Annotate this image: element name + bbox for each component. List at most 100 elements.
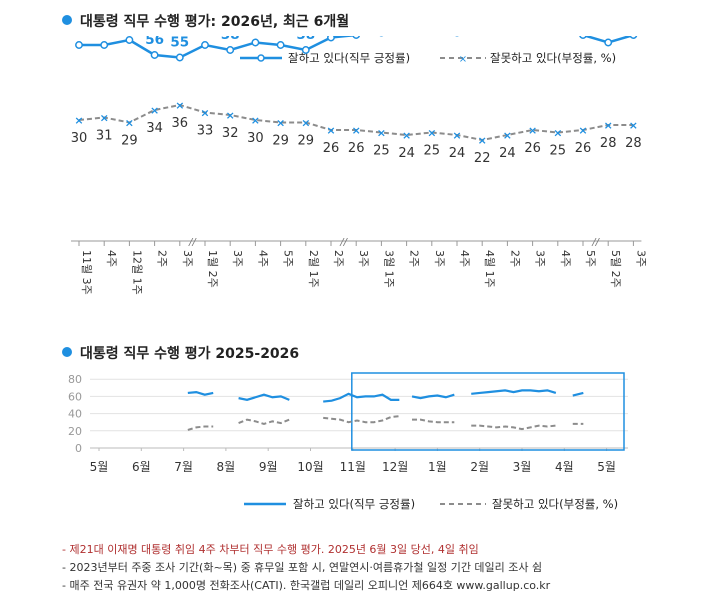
- series-positive: [187, 389, 584, 403]
- negative-line: [412, 418, 455, 424]
- positive-data-label: 60: [196, 36, 215, 38]
- x-tick-label: 3주: [181, 250, 194, 267]
- negative-line: [78, 103, 634, 142]
- y-tick-label: 20: [68, 425, 82, 438]
- negative-data-label: 28: [600, 136, 617, 151]
- negative-line: [238, 418, 290, 425]
- x-tick-label: 3주: [357, 250, 370, 267]
- negative-point: ×: [352, 124, 361, 137]
- x-tick-label: 10월: [297, 460, 323, 474]
- x-tick-label: 4월: [555, 460, 574, 474]
- negative-point: ×: [251, 114, 260, 127]
- negative-data-label: 24: [449, 146, 466, 161]
- positive-point: [125, 36, 134, 44]
- negative-data-label: 36: [172, 116, 189, 131]
- x-tick-label: 3월: [513, 460, 532, 474]
- negative-point: ×: [100, 112, 109, 125]
- footnote-1: - 제21대 이재명 대통령 취임 4주 차부터 직무 수행 평가. 2025년…: [62, 543, 479, 556]
- negative-data-label: 22: [474, 151, 491, 166]
- positive-point: [175, 53, 184, 62]
- negative-line: [323, 415, 400, 424]
- series-positive: 6060625655605861605863646566676567676667…: [70, 36, 638, 62]
- x-tick-label: 2주: [156, 250, 169, 267]
- axis-break-mark: //: [188, 237, 197, 248]
- positive-point: [276, 41, 285, 49]
- x-tick-label: 11월: [340, 460, 366, 474]
- negative-point: ×: [528, 124, 537, 137]
- x-tick-label: 12월: [382, 460, 408, 474]
- negative-line: [471, 424, 556, 431]
- positive-line: [471, 389, 557, 395]
- x-tick-label: 3주: [634, 250, 647, 267]
- negative-point: ×: [377, 127, 386, 140]
- negative-point: ×: [200, 107, 209, 120]
- y-tick-label: 40: [68, 408, 82, 421]
- x-tick-label: 9월: [259, 460, 278, 474]
- negative-data-label: 24: [398, 146, 415, 161]
- footnotes: - 제21대 이재명 대통령 취임 4주 차부터 직무 수행 평가. 2025년…: [62, 541, 550, 595]
- legend-negative-label: 잘못하고 있다(부정률, %): [492, 497, 618, 511]
- x-tick-label: 6월: [132, 460, 151, 474]
- axis-break-mark: //: [591, 237, 600, 248]
- bullet-dot-icon: [62, 15, 72, 25]
- axis-break-mark: //: [339, 237, 348, 248]
- legend-negative-marker: ×: [459, 54, 467, 65]
- positive-data-label: 58: [296, 36, 315, 43]
- positive-data-label: 60: [70, 36, 89, 38]
- negative-point: ×: [402, 129, 411, 142]
- x-tick-label: 5월 2주: [609, 250, 622, 288]
- positive-point: [604, 38, 613, 47]
- y-tick-label: 0: [75, 442, 82, 455]
- x-tick-label: 2주: [408, 250, 421, 267]
- negative-point: ×: [604, 119, 613, 132]
- x-tick-label: 3주: [231, 250, 244, 267]
- negative-data-label: 25: [424, 144, 441, 159]
- chart2-title: 대통령 직무 수행 평가 2025-2026: [62, 343, 299, 363]
- x-tick-label: 3주: [534, 250, 547, 267]
- positive-point: [75, 41, 83, 49]
- positive-point: [579, 36, 587, 39]
- negative-point: ×: [125, 117, 134, 130]
- negative-point: ×: [276, 117, 285, 130]
- positive-line: [187, 390, 214, 396]
- positive-point: [327, 36, 335, 42]
- negative-data-label: 30: [247, 131, 264, 146]
- positive-point: [226, 46, 235, 54]
- footnote-2: - 2023년부터 주중 조사 기간(화~목) 중 휴무일 포함 시, 연말연시…: [62, 561, 543, 574]
- negative-data-label: 26: [575, 141, 592, 156]
- positive-point: [100, 41, 109, 49]
- x-tick-label: 12월 1주: [130, 250, 143, 295]
- chart2-legend: 잘하고 있다(직무 긍정률) 잘못하고 있다(부정률, %): [244, 497, 618, 511]
- negative-data-label: 29: [298, 134, 315, 149]
- negative-point: ×: [452, 129, 461, 142]
- negative-point: ×: [478, 134, 487, 147]
- negative-data-label: 26: [323, 141, 340, 156]
- negative-data-label: 24: [499, 146, 516, 161]
- x-tick-label: 5월: [90, 460, 109, 474]
- negative-data-label: 34: [146, 121, 163, 136]
- negative-point: ×: [175, 99, 184, 112]
- negative-data-label: 29: [121, 134, 138, 149]
- positive-data-label: 55: [170, 36, 189, 51]
- x-tick-label: 5주: [282, 250, 295, 267]
- chart1-svg: 잘하고 있다(직무 긍정률)×잘못하고 있다(부정률, %)6060625655…: [70, 36, 647, 295]
- x-tick-label: 4주: [458, 250, 471, 267]
- legend-negative-label: 잘못하고 있다(부정률, %): [490, 51, 616, 65]
- x-tick-label: 4월 1주: [483, 250, 496, 288]
- chart1-title: 대통령 직무 수행 평가: 2026년, 최근 6개월: [62, 11, 349, 31]
- positive-point: [201, 41, 209, 49]
- chart1-x-axis: // // // 11월 3주 4주 12월 1주 2주 3주 1월 2주 3주 4주 5주 2월 1주…: [71, 237, 647, 295]
- chart2-svg: 0 20 40 60 80 5월 6월 7월 8월 9월 10월 11월 12월 1월 2월 3월 4월 5월잘하…: [68, 372, 628, 511]
- positive-line: [572, 391, 584, 397]
- negative-data-label: 33: [197, 124, 214, 139]
- x-tick-label: 1월: [428, 460, 447, 474]
- negative-point: ×: [150, 104, 159, 117]
- negative-point: ×: [553, 127, 562, 140]
- positive-data-label: 60: [271, 36, 290, 38]
- negative-point: ×: [301, 117, 310, 130]
- positive-point: [301, 46, 310, 54]
- negative-data-label: 26: [348, 141, 365, 156]
- x-tick-label: 11월 3주: [80, 250, 93, 295]
- x-tick-label: 4주: [559, 250, 572, 267]
- positive-point: [251, 38, 260, 47]
